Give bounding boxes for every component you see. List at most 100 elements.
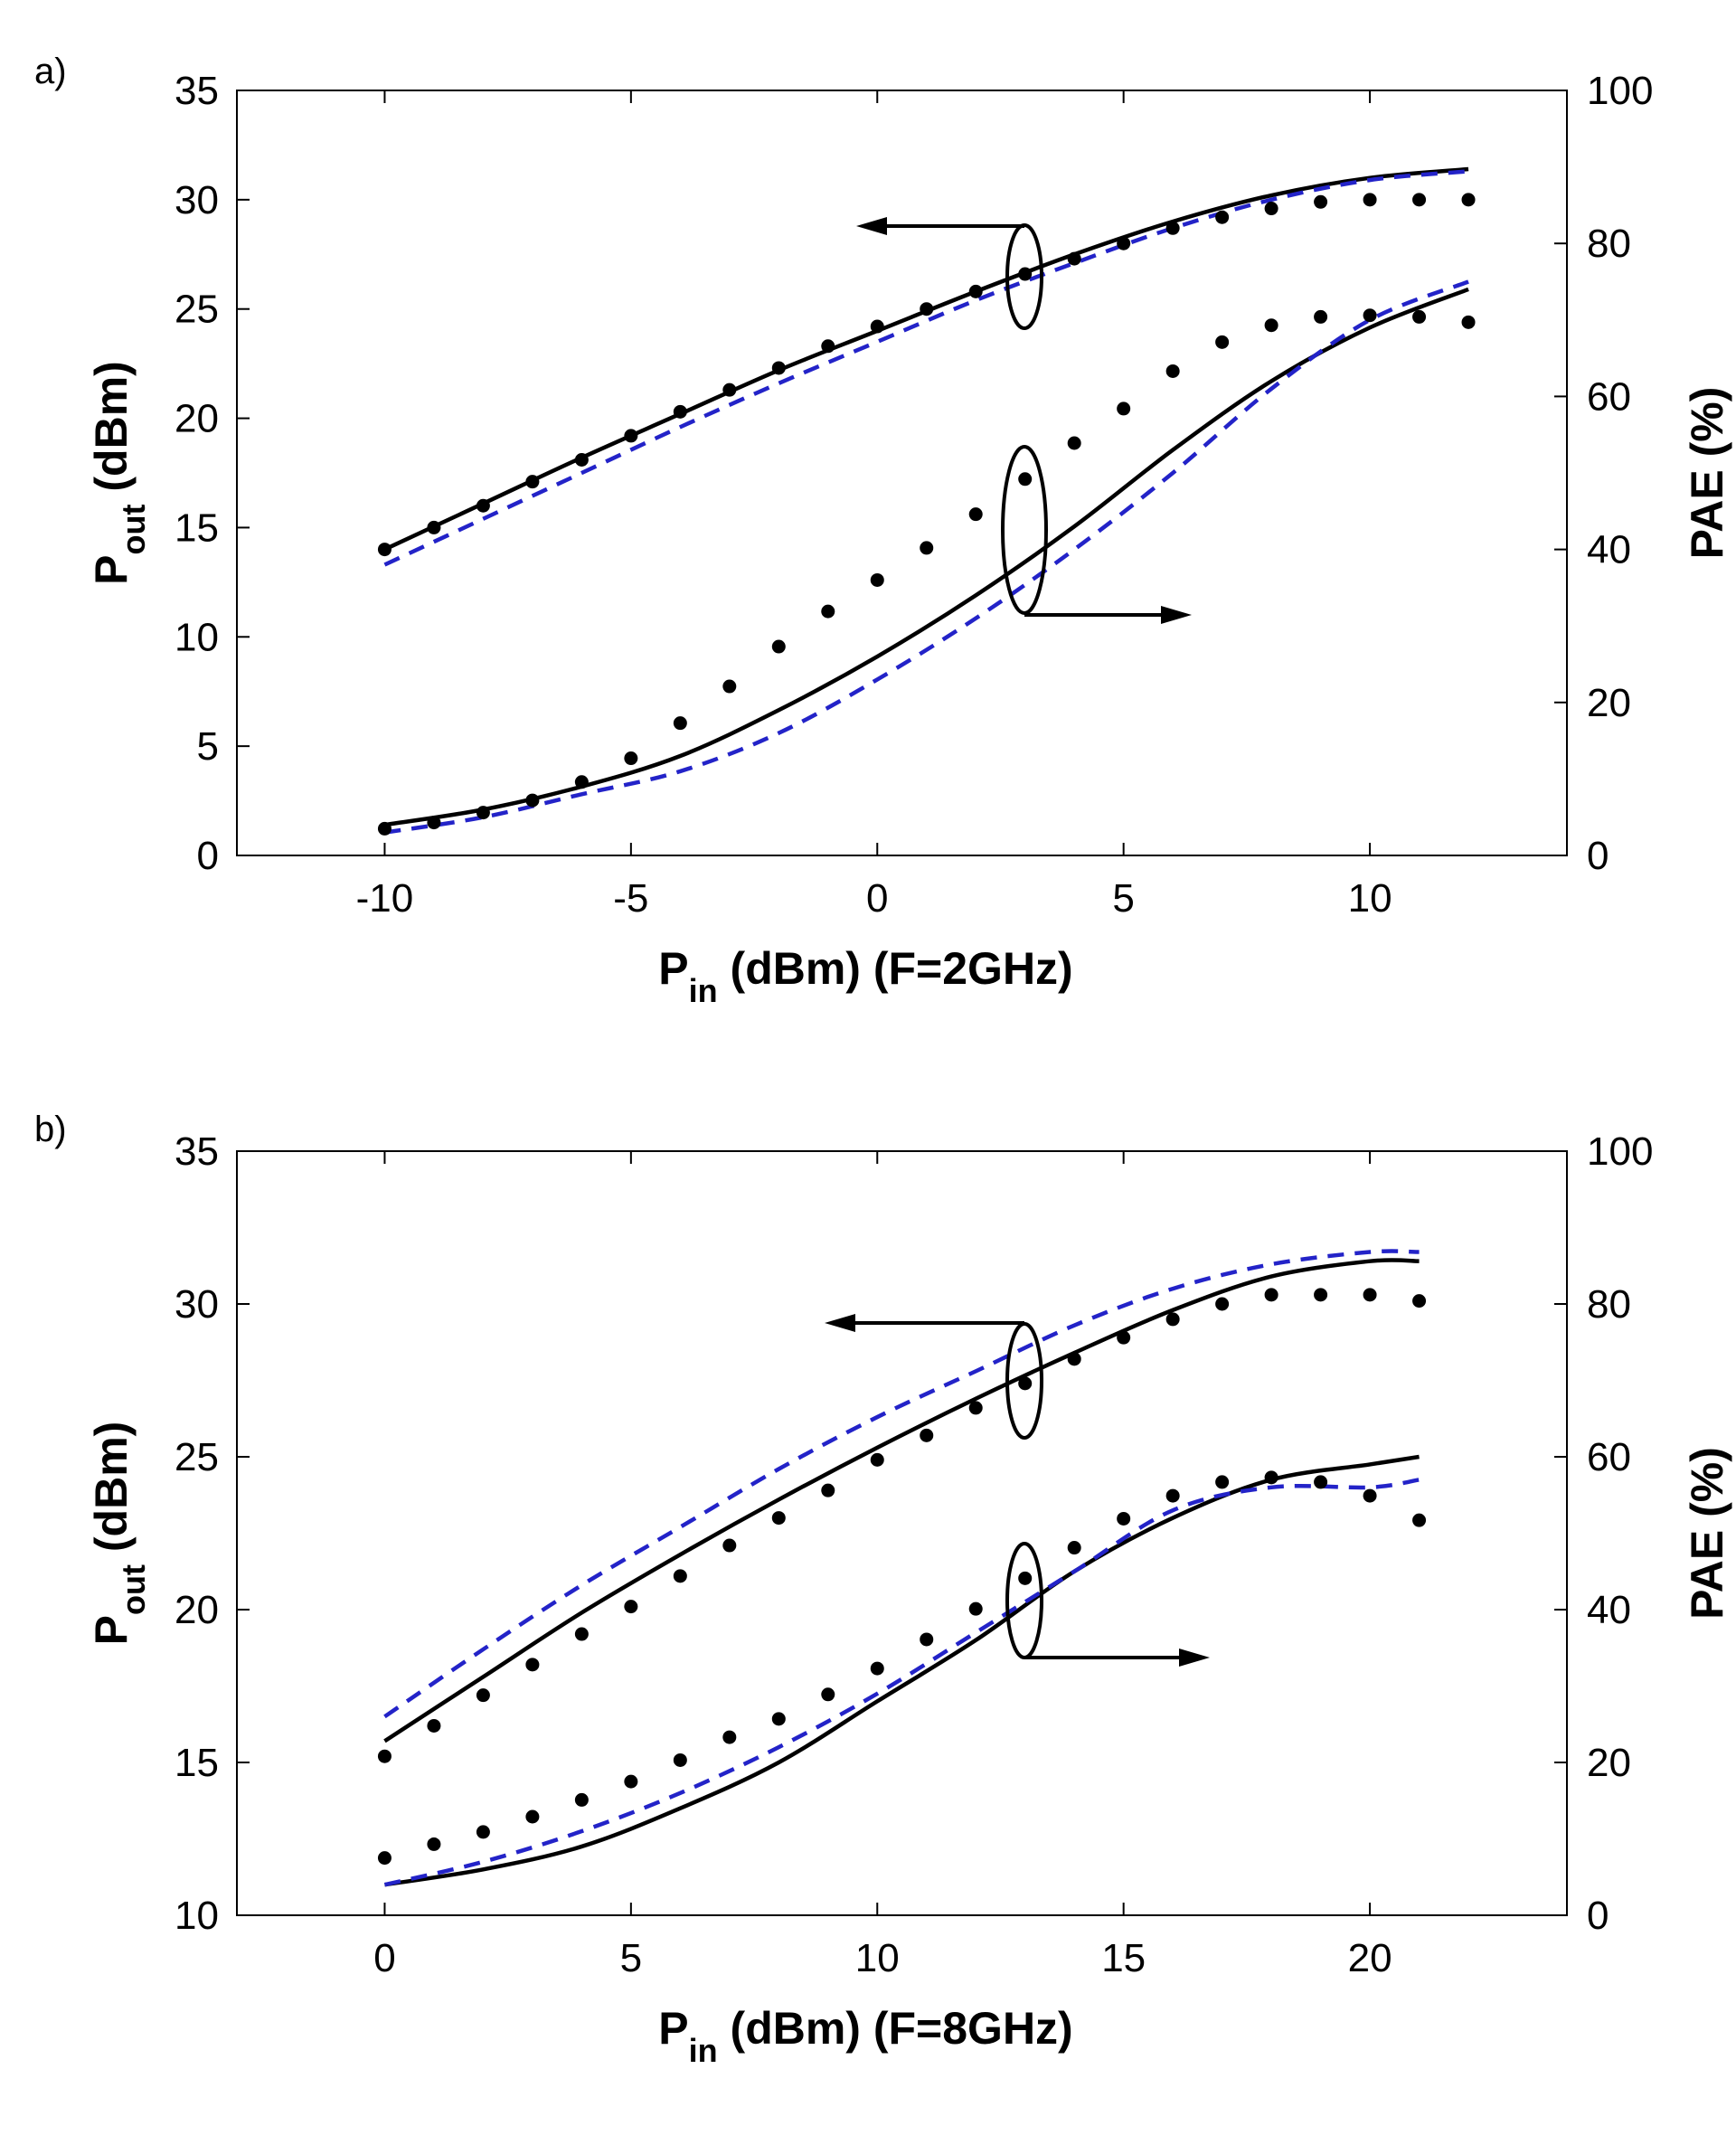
annotation-ellipse bbox=[1005, 1542, 1043, 1659]
series-line-solid bbox=[383, 1258, 1420, 1743]
data-point bbox=[1165, 1488, 1180, 1503]
data-point bbox=[377, 821, 392, 836]
data-point bbox=[821, 1483, 835, 1497]
y2-tick-label: 0 bbox=[1587, 834, 1609, 878]
data-point bbox=[525, 1809, 540, 1824]
data-point bbox=[525, 1658, 540, 1672]
data-point bbox=[821, 1687, 835, 1702]
y-tick-label: 15 bbox=[175, 1741, 219, 1785]
data-point bbox=[624, 751, 638, 766]
x-tick-label: 10 bbox=[1348, 876, 1392, 921]
data-point bbox=[870, 319, 884, 334]
y2-tick-label: 60 bbox=[1587, 374, 1631, 419]
data-point bbox=[870, 572, 884, 587]
data-point bbox=[1018, 1376, 1033, 1391]
data-point bbox=[476, 498, 490, 513]
data-point bbox=[476, 1825, 490, 1839]
plot-frame bbox=[236, 1150, 1568, 1916]
x-tick-label: 0 bbox=[866, 876, 888, 921]
y2-tick-label: 0 bbox=[1587, 1894, 1609, 1938]
data-point bbox=[1117, 1511, 1131, 1526]
y-tick-label: 10 bbox=[175, 615, 219, 659]
data-point bbox=[1215, 1297, 1230, 1311]
data-point bbox=[574, 452, 589, 467]
data-point bbox=[771, 1712, 786, 1726]
data-point bbox=[1117, 402, 1131, 416]
y-tick-label: 35 bbox=[175, 69, 219, 113]
panel-label: b) bbox=[34, 1110, 67, 1149]
x-axis-label: Pin (dBm) (F=8GHz) bbox=[658, 2003, 1072, 2069]
x-tick-label: 10 bbox=[855, 1936, 900, 1980]
data-point bbox=[1461, 315, 1476, 329]
y2-tick-label: 40 bbox=[1587, 1588, 1631, 1632]
data-point bbox=[1412, 1513, 1427, 1527]
data-point bbox=[1264, 1288, 1278, 1302]
data-point bbox=[525, 475, 540, 489]
y2-tick-label: 100 bbox=[1587, 1129, 1653, 1174]
y2-tick-label: 20 bbox=[1587, 681, 1631, 725]
y-tick-label: 20 bbox=[175, 1588, 219, 1632]
data-point bbox=[574, 1792, 589, 1807]
data-point bbox=[771, 361, 786, 375]
data-point bbox=[1314, 1288, 1328, 1302]
data-point bbox=[1018, 267, 1033, 281]
data-point bbox=[1018, 1571, 1033, 1585]
series-line-solid bbox=[384, 1454, 1420, 1887]
y-tick-label: 20 bbox=[175, 397, 219, 441]
y-tick-label: 30 bbox=[175, 178, 219, 222]
data-point bbox=[1264, 318, 1278, 333]
x-axis-label: Pin (dBm) (F=2GHz) bbox=[658, 943, 1072, 1009]
data-point bbox=[1412, 1294, 1427, 1308]
arrow-left-icon bbox=[856, 217, 887, 235]
panel-label: a) bbox=[34, 52, 67, 91]
data-point bbox=[1067, 1352, 1081, 1366]
y-tick-label: 25 bbox=[175, 1435, 219, 1479]
data-point bbox=[1067, 1541, 1081, 1555]
data-point bbox=[1067, 251, 1081, 266]
data-point bbox=[377, 1851, 392, 1866]
data-point bbox=[1215, 335, 1230, 349]
data-point bbox=[722, 1538, 737, 1553]
data-point bbox=[673, 1569, 687, 1583]
y2-tick-label: 80 bbox=[1587, 222, 1631, 266]
data-point bbox=[1018, 472, 1033, 487]
y2-tick-label: 100 bbox=[1587, 69, 1653, 113]
arrow-right-icon bbox=[1179, 1649, 1210, 1667]
data-point bbox=[427, 816, 441, 830]
y-tick-label: 30 bbox=[175, 1282, 219, 1327]
data-point bbox=[722, 383, 737, 397]
x-tick-label: 20 bbox=[1348, 1936, 1392, 1980]
chart-panel-b: b) 0 5 10 15 20 10 15 20 25 30 35 0 20 40 60 80 100 Pin (d… bbox=[34, 1110, 1732, 2069]
data-point bbox=[1117, 236, 1131, 250]
data-point bbox=[968, 1601, 983, 1616]
data-point bbox=[1215, 1475, 1230, 1489]
data-point bbox=[968, 284, 983, 298]
data-point bbox=[427, 1837, 441, 1851]
data-point bbox=[920, 541, 934, 555]
data-point bbox=[525, 793, 540, 808]
data-point bbox=[870, 1452, 884, 1467]
x-tick-label: 5 bbox=[1112, 876, 1134, 921]
y2-tick-label: 80 bbox=[1587, 1282, 1631, 1327]
data-point bbox=[1363, 1488, 1377, 1503]
series-line-dashed bbox=[383, 1478, 1420, 1887]
data-point bbox=[1264, 1470, 1278, 1485]
y2-tick-label: 60 bbox=[1587, 1435, 1631, 1479]
y-tick-label: 0 bbox=[197, 834, 219, 878]
data-point bbox=[673, 716, 687, 731]
data-point bbox=[821, 339, 835, 354]
data-point bbox=[1117, 1330, 1131, 1345]
data-point bbox=[427, 520, 441, 534]
data-point bbox=[377, 1749, 392, 1763]
data-point bbox=[574, 775, 589, 789]
data-point bbox=[1314, 194, 1328, 209]
data-point bbox=[1314, 309, 1328, 324]
data-point bbox=[1412, 193, 1427, 207]
data-point bbox=[771, 1511, 786, 1526]
data-point bbox=[624, 1774, 638, 1789]
y-axis-label: Pout (dBm) bbox=[86, 361, 152, 585]
data-point bbox=[1461, 193, 1476, 207]
data-point bbox=[476, 1688, 490, 1703]
data-point bbox=[968, 1401, 983, 1415]
